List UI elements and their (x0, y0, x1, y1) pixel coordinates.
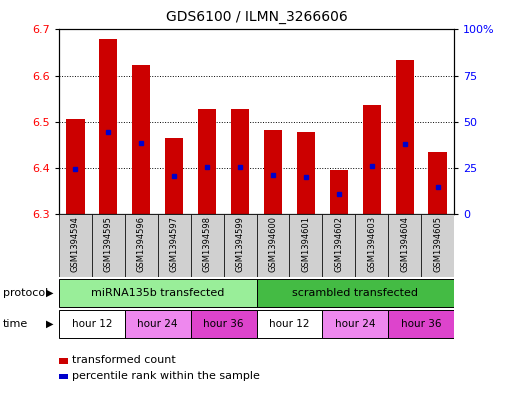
Text: GSM1394594: GSM1394594 (71, 217, 80, 272)
Bar (396, 60, 413, 214)
Bar (158, 214, 191, 277)
Bar (231, 109, 249, 214)
Bar (363, 105, 381, 214)
Text: hour 12: hour 12 (269, 319, 310, 329)
Bar (224, 214, 256, 277)
Bar (59, 214, 92, 277)
Text: protocol: protocol (3, 288, 48, 298)
Bar (388, 310, 454, 338)
Bar (191, 310, 256, 338)
Text: hour 12: hour 12 (72, 319, 112, 329)
Text: miRNA135b transfected: miRNA135b transfected (91, 288, 224, 298)
Text: time: time (3, 319, 28, 329)
Bar (66, 119, 85, 214)
Bar (92, 214, 125, 277)
Text: GSM1394595: GSM1394595 (104, 217, 113, 272)
Text: GSM1394603: GSM1394603 (367, 216, 376, 272)
Text: percentile rank within the sample: percentile rank within the sample (72, 371, 260, 381)
Text: scrambled transfected: scrambled transfected (292, 288, 418, 298)
Bar (125, 310, 191, 338)
Bar (355, 214, 388, 277)
Text: ▶: ▶ (46, 319, 54, 329)
Bar (297, 132, 315, 214)
Bar (198, 109, 216, 214)
Bar (388, 214, 421, 277)
Bar (256, 279, 454, 307)
Bar (165, 138, 183, 214)
Bar (421, 214, 454, 277)
Bar (322, 214, 355, 277)
Bar (100, 39, 117, 214)
Text: GSM1394596: GSM1394596 (137, 217, 146, 272)
Bar (330, 170, 348, 214)
Text: GSM1394600: GSM1394600 (268, 217, 278, 272)
Text: GSM1394601: GSM1394601 (301, 217, 310, 272)
Text: GDS6100 / ILMN_3266606: GDS6100 / ILMN_3266606 (166, 10, 347, 24)
Text: transformed count: transformed count (72, 355, 176, 365)
Bar (289, 214, 322, 277)
Text: hour 36: hour 36 (401, 319, 441, 329)
Bar (59, 310, 125, 338)
Text: GSM1394597: GSM1394597 (170, 217, 179, 272)
Bar (256, 214, 289, 277)
Text: hour 24: hour 24 (137, 319, 178, 329)
Bar (322, 310, 388, 338)
Bar (428, 152, 447, 214)
Text: GSM1394602: GSM1394602 (334, 217, 343, 272)
Text: GSM1394605: GSM1394605 (433, 217, 442, 272)
Bar (256, 310, 322, 338)
Text: hour 24: hour 24 (335, 319, 376, 329)
Bar (59, 279, 256, 307)
Text: GSM1394604: GSM1394604 (400, 217, 409, 272)
Bar (132, 64, 150, 214)
Text: GSM1394598: GSM1394598 (203, 217, 212, 272)
Bar (125, 214, 158, 277)
Text: ▶: ▶ (46, 288, 54, 298)
Bar (264, 130, 282, 214)
Text: hour 36: hour 36 (203, 319, 244, 329)
Bar (191, 214, 224, 277)
Text: GSM1394599: GSM1394599 (235, 217, 245, 272)
